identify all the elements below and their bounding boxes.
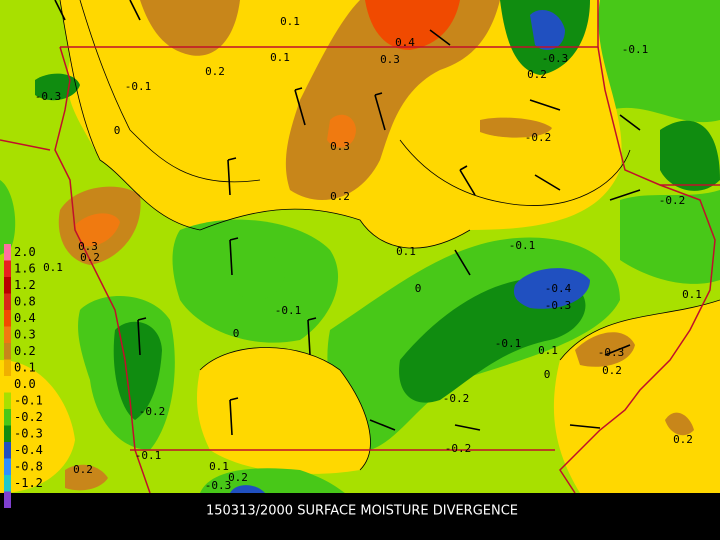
contour-label: -0.3	[598, 346, 625, 359]
legend-label: 1.6	[14, 261, 36, 275]
legend-label: -1.6	[14, 492, 43, 506]
contour-label: -0.2	[443, 392, 470, 405]
contour-label: 0.1	[43, 261, 63, 274]
contour-label: 0.1	[396, 245, 416, 258]
legend: 2.0 1.6 1.2 0.8 0.4 0.3 0.2 0.1 0.0 -0.1 -0.2 -0.3 -…	[4, 244, 43, 508]
contour-label: -0.2	[445, 442, 472, 455]
legend-label: 0.1	[14, 360, 36, 374]
legend-label: -0.4	[14, 443, 43, 457]
legend-label: -0.3	[14, 426, 43, 440]
contour-label: 0.2	[80, 251, 100, 264]
wind-barbs	[54, 0, 641, 436]
contour-label: -0.2	[659, 194, 686, 207]
footer-bar	[0, 493, 720, 540]
contour-label: 0.1	[538, 344, 558, 357]
contour-label: 0.3	[380, 53, 400, 66]
contour-label: -0.2	[139, 405, 166, 418]
legend-swatch	[4, 409, 11, 426]
legend-swatch	[4, 425, 11, 442]
contour-label: -0.3	[35, 90, 62, 103]
legend-swatch	[4, 326, 11, 343]
contour-label: -0.1	[125, 80, 152, 93]
contour-label: -0.3	[542, 52, 569, 65]
contour-label: 0.2	[330, 190, 350, 203]
legend-swatch	[4, 442, 11, 459]
legend-swatch	[4, 458, 11, 475]
contour-label: -0.4	[545, 282, 572, 295]
legend-swatch	[4, 359, 11, 376]
map-title: 150313/2000 SURFACE MOISTURE DIVERGENCE	[206, 504, 518, 519]
legend-label: 2.0	[14, 245, 36, 259]
legend-label: 1.2	[14, 278, 36, 292]
legend-swatch	[4, 244, 11, 261]
field	[0, 0, 720, 493]
contour-label: -0.1	[495, 337, 522, 350]
contours	[59, 0, 720, 471]
legend-label: 0.0	[14, 377, 36, 391]
legend-swatch	[4, 260, 11, 277]
state-borders	[0, 0, 720, 494]
contour-label: -0.1	[275, 304, 302, 317]
contour-label: 0.1	[682, 288, 702, 301]
legend-swatch	[4, 343, 11, 360]
contour-label: -0.3	[205, 479, 232, 492]
legend-swatch	[4, 293, 11, 310]
contour-label: -0.2	[525, 131, 552, 144]
legend-label: 0.3	[14, 327, 36, 341]
contour-label: 0.1	[280, 15, 300, 28]
contour-label: -0.3	[545, 299, 572, 312]
contour-label: 0.1	[270, 51, 290, 64]
legend-label: 0.2	[14, 344, 36, 358]
contour-label: 0.2	[673, 433, 693, 446]
contour-label: 0	[544, 368, 551, 381]
contour-label: 0.2	[228, 471, 248, 484]
contour-labels: 0.10.20.10.40.3-0.3-0.100.30.2-0.2-0.30.…	[35, 15, 702, 492]
contour-label: -0.1	[135, 449, 162, 462]
contour-label: 0.3	[330, 140, 350, 153]
legend-swatch	[4, 392, 11, 409]
contour-label: 0.2	[205, 65, 225, 78]
legend-label: 0.8	[14, 294, 36, 308]
legend-swatch	[4, 376, 11, 393]
contour-label: 0.2	[73, 463, 93, 476]
legend-swatch	[4, 277, 11, 294]
contour-label: 0.4	[395, 36, 415, 49]
legend-label: 0.4	[14, 311, 36, 325]
legend-swatch	[4, 475, 11, 492]
legend-label: -0.8	[14, 459, 43, 473]
legend-label: -1.2	[14, 476, 43, 490]
legend-label: -0.2	[14, 410, 43, 424]
legend-swatch	[4, 310, 11, 327]
contour-label: 0	[415, 282, 422, 295]
contour-label: 0.1	[209, 460, 229, 473]
legend-label: -0.1	[14, 393, 43, 407]
legend-swatch	[4, 491, 11, 508]
contour-label: 0	[233, 327, 240, 340]
contour-label: -0.1	[509, 239, 536, 252]
contour-label: -0.1	[622, 43, 649, 56]
contour-label: 0.2	[602, 364, 622, 377]
contour-label: 0.2	[527, 68, 547, 81]
contour-label: 0.3	[78, 240, 98, 253]
contour-label: 0	[114, 124, 121, 137]
